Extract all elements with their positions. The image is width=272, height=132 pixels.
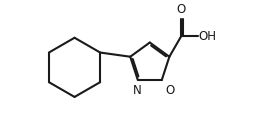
- Text: O: O: [165, 84, 174, 97]
- Text: OH: OH: [199, 30, 217, 43]
- Text: N: N: [133, 84, 142, 97]
- Text: O: O: [177, 3, 186, 16]
